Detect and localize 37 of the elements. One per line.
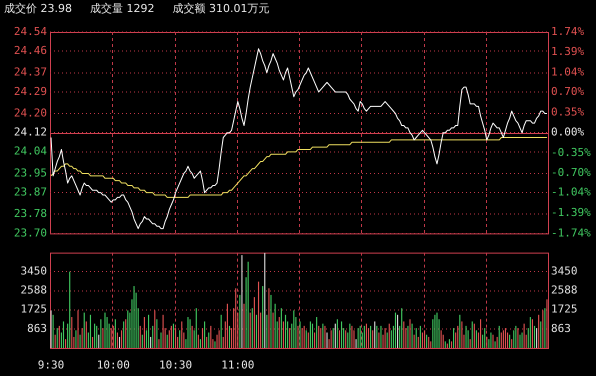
y-tick-label: 24.12 bbox=[14, 126, 47, 139]
x-tick-label: 9:30 bbox=[38, 358, 64, 372]
y2-tick-label: -1.04% bbox=[551, 186, 592, 199]
x-tick-label: 10:00 bbox=[96, 358, 130, 372]
y2-tick-label: 3450 bbox=[551, 264, 578, 278]
y-tick-label: 1725 bbox=[20, 302, 47, 316]
y2-tick-label: -1.74% bbox=[551, 226, 592, 240]
x-tick-label: 10:30 bbox=[158, 358, 192, 372]
text: 成交额 310.01万元 bbox=[172, 2, 270, 15]
y-tick-label: 24.54 bbox=[14, 24, 48, 38]
y2-tick-label: -1.39% bbox=[551, 206, 592, 220]
y-tick-label: 24.20 bbox=[14, 106, 47, 120]
y-tick-label: 24.46 bbox=[14, 44, 47, 58]
y-tick-label: 23.78 bbox=[14, 207, 47, 220]
y-tick-label: 863 bbox=[27, 322, 47, 335]
x-tick-label: 11:00 bbox=[221, 358, 254, 372]
y-tick-label: 23.95 bbox=[14, 166, 47, 180]
y2-tick-label: 1.39% bbox=[551, 45, 584, 58]
y2-tick-label: 0.35% bbox=[551, 105, 584, 118]
y-tick-label: 24.37 bbox=[14, 66, 47, 79]
y-tick-label: 23.70 bbox=[14, 226, 47, 240]
y-tick-label: 24.29 bbox=[14, 84, 47, 98]
y-tick-label: 24.04 bbox=[14, 144, 48, 158]
text: 成交量 1292 bbox=[90, 2, 154, 15]
y2-tick-label: -0.70% bbox=[551, 166, 592, 180]
y2-tick-label: 1.04% bbox=[551, 65, 584, 78]
y2-tick-label: 0.00% bbox=[551, 126, 584, 139]
y2-tick-label: -0.35% bbox=[551, 146, 592, 159]
y2-tick-label: 1725 bbox=[551, 302, 578, 316]
y2-tick-label: 0.70% bbox=[551, 85, 584, 98]
y-tick-label: 23.87 bbox=[14, 186, 47, 198]
y2-tick-label: 863 bbox=[551, 322, 571, 335]
y-tick-label: 3450 bbox=[20, 264, 47, 278]
text: 成交价 23.98 bbox=[4, 2, 72, 15]
y2-tick-label: 1.74% bbox=[551, 24, 584, 38]
y-tick-label: 2588 bbox=[20, 284, 47, 297]
y2-tick-label: 2588 bbox=[551, 284, 578, 297]
